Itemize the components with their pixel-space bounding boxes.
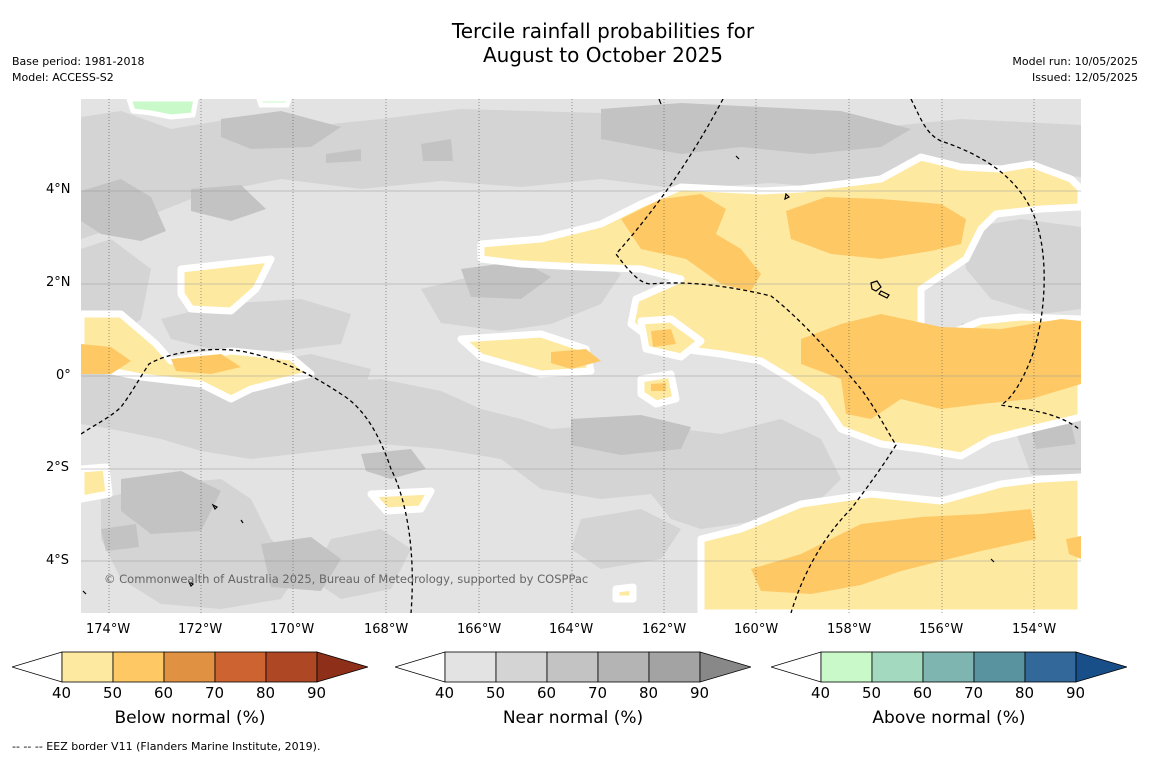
cbar-swatch xyxy=(648,651,701,683)
above-normal-40-region xyxy=(126,99,199,120)
cbar-tick: 70 xyxy=(964,684,984,702)
colorbar-title: Near normal (%) xyxy=(502,708,644,728)
lon-label: 156°W xyxy=(919,622,964,637)
cbar-tick: 60 xyxy=(154,684,174,702)
model-run: Model run: 10/05/2025 xyxy=(1012,55,1138,68)
cbar-tick: 90 xyxy=(307,684,327,702)
cbar-tick: 70 xyxy=(205,684,225,702)
cbar-tick: 50 xyxy=(103,684,123,702)
cbar-tick: 40 xyxy=(811,684,831,702)
cbar-tick: 50 xyxy=(862,684,882,702)
colorbar-below-normal: 40 50 60 70 80 90 Below normal (%) xyxy=(12,650,368,730)
cbar-swatch xyxy=(61,651,114,683)
cbar-high-extension xyxy=(1075,651,1127,683)
cbar-high-extension xyxy=(316,651,368,683)
cbar-swatch xyxy=(922,651,975,683)
lon-label: 170°W xyxy=(270,622,315,637)
lat-label: 0° xyxy=(56,368,71,383)
colorbar-near-normal-scale xyxy=(395,651,751,683)
cbar-tick: 90 xyxy=(690,684,710,702)
colorbar-title: Below normal (%) xyxy=(114,708,266,728)
cbar-tick: 80 xyxy=(639,684,659,702)
cbar-swatch xyxy=(871,651,924,683)
colorbar-near-normal: 40 50 60 70 80 90 Near normal (%) xyxy=(395,650,751,730)
cbar-swatch xyxy=(1024,651,1077,683)
lon-label: 160°W xyxy=(734,622,779,637)
cbar-low-extension xyxy=(395,651,446,683)
below-normal-50-regions xyxy=(81,194,1081,594)
colorbar-title: Above normal (%) xyxy=(872,708,1026,728)
cbar-tick: 80 xyxy=(1015,684,1035,702)
lon-label: 164°W xyxy=(549,622,594,637)
lon-label: 162°W xyxy=(642,622,687,637)
cbar-swatch xyxy=(597,651,650,683)
cbar-swatch xyxy=(112,651,165,683)
cbar-swatch xyxy=(546,651,599,683)
issued-date: Issued: 12/05/2025 xyxy=(1031,71,1138,84)
cbar-tick: 40 xyxy=(52,684,72,702)
eez-footnote: -- -- -- EEZ border V11 (Flanders Marine… xyxy=(12,740,321,753)
cbar-tick: 70 xyxy=(588,684,608,702)
eez-borders xyxy=(81,99,1080,613)
title-line-2: August to October 2025 xyxy=(482,43,724,67)
cbar-swatch xyxy=(495,651,548,683)
probability-map: © Commonwealth of Australia 2025, Bureau… xyxy=(81,99,1081,613)
above-normal-40-region-2 xyxy=(256,99,292,108)
graticule xyxy=(81,99,1081,613)
title-line-1: Tercile rainfall probabilities for xyxy=(451,19,755,43)
lat-label: 2°S xyxy=(46,460,70,475)
cbar-swatch xyxy=(214,651,267,683)
base-period: Base period: 1981-2018 xyxy=(12,55,145,68)
map-title: Tercile rainfall probabilities for Augus… xyxy=(0,19,1150,67)
cbar-tick: 50 xyxy=(486,684,506,702)
colorbar-above-normal: 40 50 60 70 80 90 Above normal (%) xyxy=(771,650,1127,730)
lon-label: 174°W xyxy=(86,622,131,637)
colorbar-above-normal-scale xyxy=(771,651,1127,683)
meta-right: Model run: 10/05/2025 Issued: 12/05/2025 xyxy=(1012,54,1138,86)
cbar-swatch xyxy=(265,651,318,683)
model-name: Model: ACCESS-S2 xyxy=(12,71,114,84)
copyright-notice: © Commonwealth of Australia 2025, Bureau… xyxy=(104,572,588,586)
lon-label: 168°W xyxy=(364,622,409,637)
cbar-high-extension xyxy=(699,651,751,683)
cbar-swatch xyxy=(820,651,873,683)
cbar-tick: 80 xyxy=(256,684,276,702)
lon-label: 166°W xyxy=(457,622,502,637)
lon-label: 172°W xyxy=(178,622,223,637)
cbar-tick: 60 xyxy=(913,684,933,702)
cbar-swatch xyxy=(973,651,1026,683)
colorbar-below-normal-scale xyxy=(12,651,368,683)
cbar-swatch xyxy=(444,651,497,683)
cbar-low-extension xyxy=(12,651,63,683)
cbar-tick: 60 xyxy=(537,684,557,702)
islands xyxy=(82,99,995,595)
cbar-low-extension xyxy=(771,651,822,683)
cbar-tick: 40 xyxy=(435,684,455,702)
lat-label: 4°S xyxy=(46,553,70,568)
lat-label: 2°N xyxy=(46,275,71,290)
meta-left: Base period: 1981-2018 Model: ACCESS-S2 xyxy=(12,54,144,86)
cbar-swatch xyxy=(163,651,216,683)
lon-label: 154°W xyxy=(1012,622,1057,637)
lat-label: 4°N xyxy=(46,182,71,197)
parallels xyxy=(81,190,1081,562)
lon-label: 158°W xyxy=(827,622,872,637)
cbar-tick: 90 xyxy=(1066,684,1086,702)
